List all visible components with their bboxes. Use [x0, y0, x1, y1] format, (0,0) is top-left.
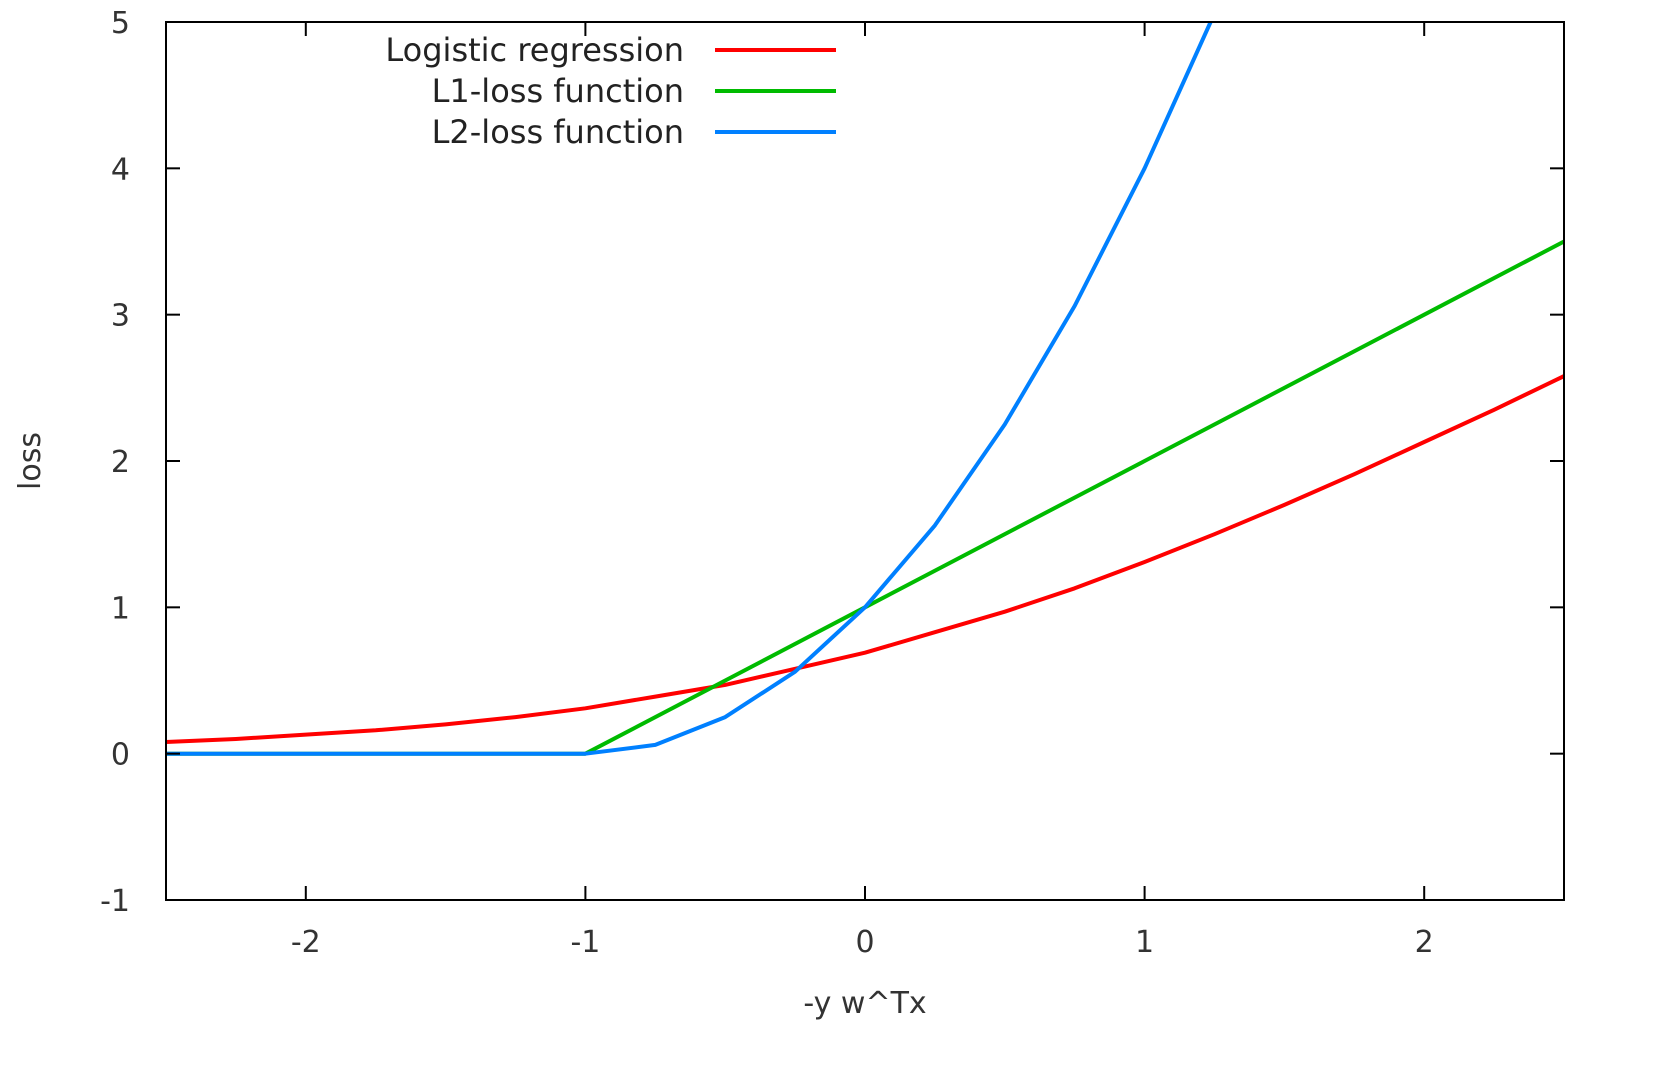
y-tick-label: -1 [100, 884, 130, 919]
x-tick-label: 2 [1415, 925, 1434, 960]
y-tick-label: 2 [111, 445, 130, 480]
legend-label-2: L1-loss function [432, 72, 684, 110]
legend-label-1: Logistic regression [385, 31, 684, 69]
y-tick-label: 4 [111, 152, 130, 187]
tick-labels: -2 -1 0 1 2 -1 0 1 2 3 4 5 [100, 6, 1434, 960]
series-line-3 [166, 22, 1213, 756]
series-line-1 [166, 374, 1564, 744]
legend-label-3: L2-loss function [432, 113, 684, 151]
x-tick-label: 1 [1135, 925, 1154, 960]
x-axis-label: -y w^Tx [803, 986, 926, 1021]
series-layer [166, 22, 1564, 756]
y-axis-label: loss [13, 432, 48, 490]
x-tick-label: -1 [570, 925, 600, 960]
y-tick-label: 5 [111, 6, 130, 41]
y-tick-label: 1 [111, 591, 130, 626]
x-tick-label: -2 [291, 925, 321, 960]
x-tick-label: 0 [855, 925, 874, 960]
y-tick-label: 3 [111, 299, 130, 334]
y-tick-label: 0 [111, 738, 130, 773]
tick-marks [166, 21, 1564, 901]
